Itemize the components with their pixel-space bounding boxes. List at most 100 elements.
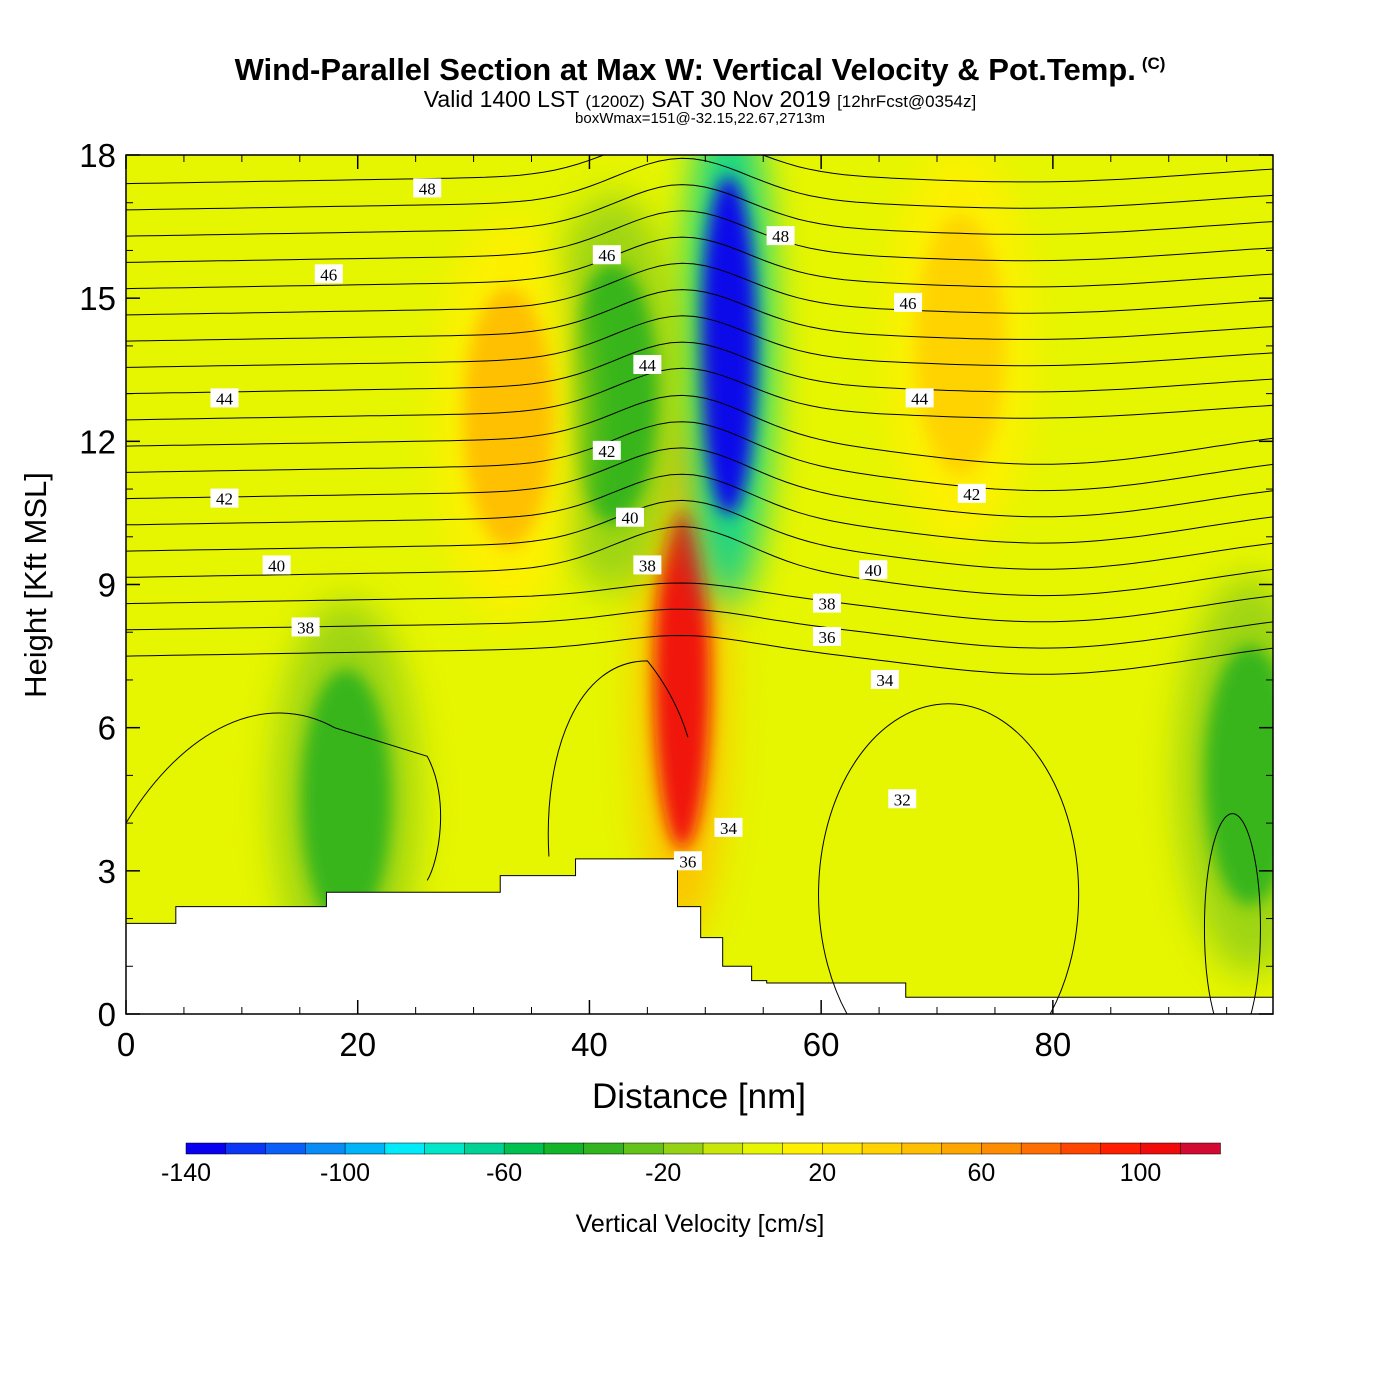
theta-label-text: 38: [818, 595, 835, 614]
colorbar-tick-label: 60: [967, 1159, 995, 1187]
theta-label-text: 44: [216, 389, 234, 408]
colorbar-tick-label: -140: [161, 1159, 211, 1187]
theta-contour-line: [126, 262, 1273, 316]
theta-label-box: [291, 617, 320, 637]
colorbar-swatch: [1179, 1142, 1221, 1155]
theta-contour-line: [126, 394, 1273, 465]
theta-contours: [126, 155, 1273, 1014]
theta-label-text: 42: [598, 442, 615, 461]
colorbar-tick-label: -60: [486, 1159, 522, 1187]
theta-label-text: 46: [320, 265, 337, 284]
copyright-mark: (C): [1141, 53, 1166, 73]
colorbar-swatch: [583, 1142, 625, 1155]
y-tick-label: 9: [98, 567, 116, 604]
colorbar-swatch: [981, 1142, 1022, 1155]
theta-label-38: 38: [633, 555, 662, 575]
theta-label-box: [812, 626, 841, 646]
subtitle-utc: (1200Z): [585, 92, 645, 111]
theta-contour-36-mid: [547, 660, 689, 857]
theta-label-box: [262, 555, 291, 575]
colorbar-tick-label: -100: [320, 1159, 370, 1187]
theta-label-44: 44: [905, 388, 934, 408]
colorbar-swatch: [305, 1142, 346, 1155]
theta-contour-closed-east: [1203, 813, 1261, 1014]
theta-label-box: [210, 388, 239, 408]
x-axis-label: Distance [nm]: [592, 1077, 806, 1116]
theta-label-text: 38: [297, 618, 314, 637]
theta-contour-line: [126, 155, 1273, 185]
colorbar-swatch: [384, 1142, 426, 1155]
theta-contour-line: [126, 184, 1273, 237]
theta-label-40: 40: [859, 560, 888, 580]
theta-label-box: [633, 354, 662, 374]
theta-label-text: 40: [865, 561, 882, 580]
y-axis-label: Height [Kft MSL]: [18, 472, 53, 698]
colorbar-swatch: [941, 1142, 983, 1155]
theta-label-box: [592, 440, 621, 460]
theta-label-text: 48: [772, 227, 789, 246]
theta-contour-line: [126, 447, 1273, 518]
colorbar-swatch: [822, 1142, 863, 1155]
theta-contour-line: [126, 526, 1273, 597]
theta-contour-line: [126, 582, 1273, 623]
colorbar-tick-label: 20: [808, 1159, 836, 1187]
theta-contour-line: [126, 421, 1273, 492]
theta-contour-line: [126, 289, 1273, 342]
w-feature-core: [463, 287, 554, 548]
y-tick-label: 18: [79, 137, 116, 174]
colorbar-swatch: [901, 1142, 943, 1155]
theta-label-box: [894, 292, 923, 312]
w-feature-core: [654, 510, 711, 849]
colorbar-swatch: [185, 1142, 227, 1155]
terrain-polygon: [125, 858, 1274, 1015]
theta-label-box: [615, 507, 644, 527]
colorbar-swatch: [1100, 1142, 1142, 1155]
theta-contour-36-west: [126, 712, 442, 881]
theta-label-text: 42: [963, 485, 980, 504]
theta-label-text: 34: [876, 671, 894, 690]
w-feature-core: [567, 263, 658, 524]
theta-contour-labels: 48 48 46 46 46 44 44 44 42 42 42 40 40 40 38 38 38 36 36 34…: [210, 178, 986, 871]
colorbar: -140 -100 -60 -20 20 60 100: [161, 1142, 1221, 1187]
theta-label-box: [210, 488, 239, 508]
x-tick-label: 40: [571, 1026, 608, 1063]
theta-label-box: [314, 264, 343, 284]
theta-label-42: 42: [957, 483, 986, 504]
vertical-velocity-field: [126, 155, 1273, 1014]
theta-label-34: 34: [870, 669, 899, 690]
theta-label-46: 46: [592, 245, 621, 265]
theta-label-box: [633, 555, 662, 575]
y-tick-label: 3: [98, 853, 116, 890]
theta-contour-line: [126, 473, 1273, 544]
theta-label-text: 40: [268, 556, 285, 575]
theta-contour-line: [126, 634, 1273, 675]
theta-label-box: [859, 560, 888, 580]
theta-label-42: 42: [210, 488, 239, 509]
theta-label-34: 34: [714, 817, 743, 838]
colorbar-swatch: [344, 1142, 386, 1155]
theta-label-text: 48: [419, 179, 436, 198]
colorbar-tick-label: -20: [645, 1159, 681, 1187]
w-feature-core: [915, 215, 1006, 476]
theta-label-box: [957, 483, 986, 503]
theta-label-box: [592, 245, 621, 265]
colorbar-swatch: [1060, 1142, 1102, 1155]
theta-label-38: 38: [291, 617, 320, 637]
theta-label-40: 40: [615, 507, 644, 528]
theta-label-text: 36: [818, 628, 835, 647]
colorbar-swatch: [742, 1142, 784, 1155]
theta-contour-line: [126, 236, 1273, 290]
theta-label-38: 38: [812, 593, 841, 614]
theta-label-box: [413, 178, 442, 198]
colorbar-swatch: [861, 1142, 903, 1155]
theta-label-46: 46: [314, 264, 343, 284]
theta-label-48: 48: [766, 226, 795, 246]
theta-label-44: 44: [633, 354, 662, 375]
colorbar-swatch: [1140, 1142, 1181, 1155]
w-feature-core: [700, 176, 757, 515]
theta-label-box: [673, 851, 702, 871]
theta-label-40: 40: [262, 555, 291, 575]
chart-title: Wind-Parallel Section at Max W: Vertical…: [234, 52, 1166, 87]
